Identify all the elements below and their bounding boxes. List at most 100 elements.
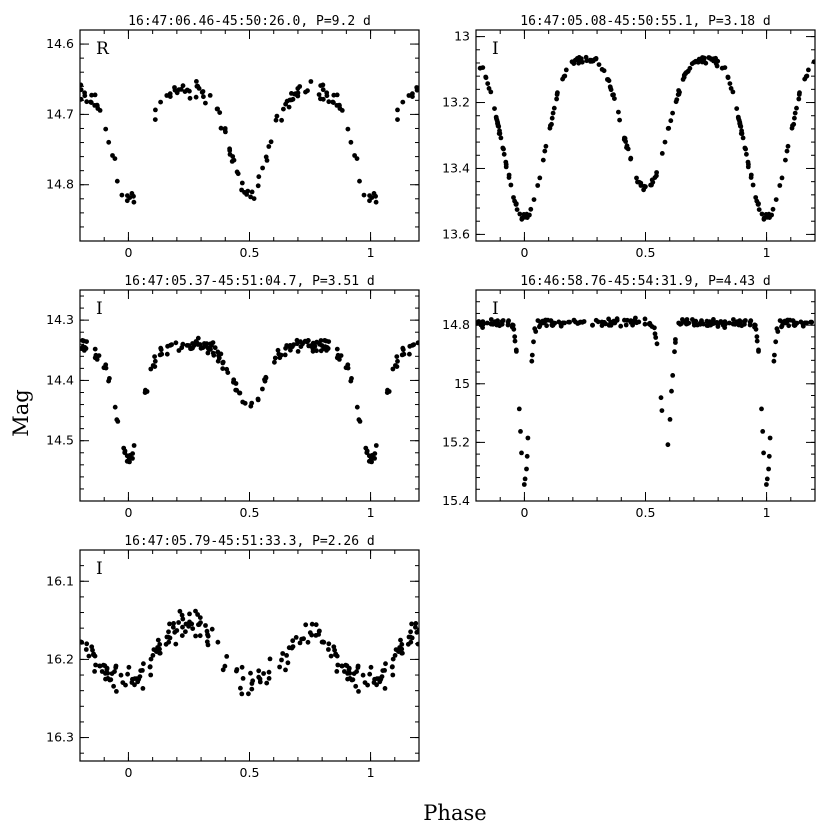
data-point xyxy=(390,656,396,662)
data-point xyxy=(195,612,201,617)
data-point xyxy=(157,352,163,358)
data-point xyxy=(334,103,340,108)
data-point xyxy=(662,139,668,145)
data-point xyxy=(367,671,373,677)
x-axis-label: Phase xyxy=(423,801,486,825)
data-point xyxy=(84,641,90,647)
data-point xyxy=(593,317,599,323)
data-point xyxy=(371,191,377,196)
data-point xyxy=(667,417,673,422)
data-point xyxy=(728,86,734,91)
y-tick-label: 14.8 xyxy=(442,317,470,332)
data-point xyxy=(264,680,270,686)
data-point xyxy=(177,608,183,614)
data-point xyxy=(756,201,761,207)
band-label: I xyxy=(96,299,103,319)
data-point xyxy=(511,326,517,332)
data-point xyxy=(654,341,660,347)
data-point xyxy=(80,639,85,645)
data-point xyxy=(342,669,347,674)
data-point xyxy=(118,672,124,678)
data-point xyxy=(750,182,756,188)
data-point xyxy=(167,635,173,641)
data-point xyxy=(723,321,728,326)
x-tick-label: 0 xyxy=(520,505,528,520)
data-point xyxy=(186,623,192,629)
data-point xyxy=(103,126,109,132)
data-point xyxy=(166,629,171,635)
light-curve-panel: 16:47:05.08-45:50:55.1, P=3.18 d I 0 0.5 1 13… xyxy=(442,14,816,260)
data-point xyxy=(212,345,218,351)
light-curve-panel: 16:47:05.79-45:51:33.3, P=2.26 d I 0 0.5 1 16… xyxy=(46,534,420,780)
data-point xyxy=(150,653,156,658)
data-point xyxy=(745,159,751,165)
y-axis-label: Mag xyxy=(9,389,33,436)
data-point xyxy=(140,668,145,673)
data-point xyxy=(476,319,482,324)
data-point xyxy=(83,647,89,652)
data-point xyxy=(516,406,522,412)
panel-title: 16:47:05.79-45:51:33.3, P=2.26 d xyxy=(124,534,374,549)
data-point xyxy=(114,417,120,423)
data-point xyxy=(94,357,100,362)
data-point xyxy=(745,164,751,170)
data-point xyxy=(753,195,759,200)
data-point xyxy=(770,206,776,212)
data-point xyxy=(400,99,406,105)
data-point xyxy=(298,344,304,349)
data-point xyxy=(798,319,804,325)
data-point xyxy=(204,639,210,645)
data-point xyxy=(131,443,137,448)
data-point xyxy=(764,476,770,482)
data-point xyxy=(714,63,720,69)
data-point xyxy=(364,450,370,456)
data-point xyxy=(338,353,344,358)
x-tick-label: 0 xyxy=(124,505,132,520)
data-point xyxy=(332,647,337,653)
data-point xyxy=(196,622,201,628)
data-point xyxy=(513,201,519,207)
data-point xyxy=(611,92,616,98)
data-point xyxy=(414,85,419,90)
data-point xyxy=(766,466,771,472)
data-point xyxy=(203,100,208,106)
data-points xyxy=(476,315,815,487)
data-point xyxy=(157,642,163,647)
data-point xyxy=(552,320,557,326)
data-point xyxy=(343,365,349,371)
data-point xyxy=(492,106,497,111)
data-point xyxy=(415,340,419,346)
data-point xyxy=(665,125,671,131)
y-tick-label: 15.2 xyxy=(442,434,470,449)
data-point xyxy=(318,96,323,102)
band-label: R xyxy=(96,39,110,59)
data-point xyxy=(266,676,272,681)
data-point xyxy=(171,621,177,626)
data-point xyxy=(672,349,677,355)
data-point xyxy=(759,211,765,217)
data-point xyxy=(415,641,419,647)
data-point xyxy=(374,682,379,688)
data-point xyxy=(562,320,567,326)
data-point xyxy=(90,647,95,653)
data-point xyxy=(272,359,277,365)
data-point xyxy=(642,316,648,322)
data-point xyxy=(99,669,105,674)
data-point xyxy=(596,62,602,67)
data-point xyxy=(309,632,315,638)
data-point xyxy=(268,139,274,145)
data-point xyxy=(486,86,492,91)
data-point xyxy=(112,669,117,674)
data-point xyxy=(322,338,328,343)
data-point xyxy=(86,653,92,659)
data-point xyxy=(132,682,137,688)
data-point xyxy=(642,321,648,327)
data-point xyxy=(279,657,284,663)
data-point xyxy=(197,615,203,620)
data-point xyxy=(658,395,664,401)
data-point xyxy=(612,320,618,325)
data-point xyxy=(505,319,511,325)
data-point xyxy=(779,175,785,181)
data-point xyxy=(652,331,658,337)
data-point xyxy=(334,669,340,674)
